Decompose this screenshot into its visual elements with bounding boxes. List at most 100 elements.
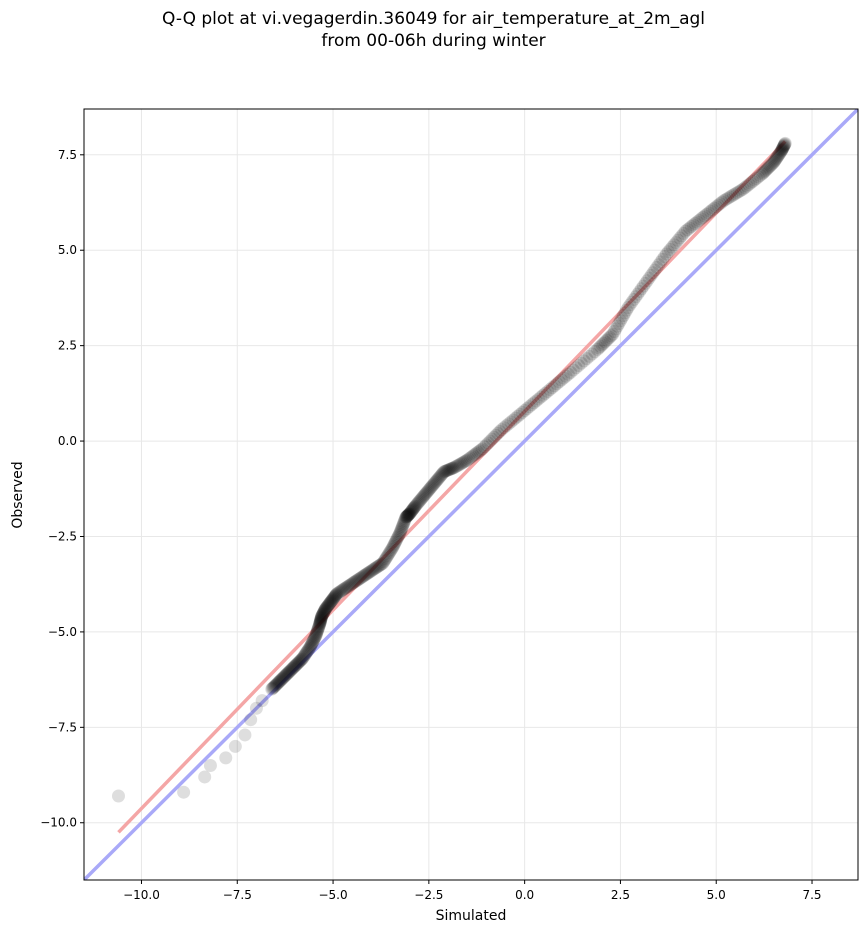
qq-point <box>288 659 302 673</box>
qq-point <box>715 195 729 209</box>
qq-point <box>287 660 301 674</box>
qq-point <box>686 218 700 232</box>
qq-point <box>441 463 455 477</box>
qq-point <box>778 136 792 150</box>
qq-point <box>607 325 621 339</box>
x-tick-label: −5.0 <box>318 888 347 902</box>
qq-point <box>353 571 367 585</box>
qq-point <box>402 507 416 521</box>
qq-point <box>404 504 418 518</box>
qq-point <box>219 751 233 765</box>
qq-point <box>323 596 337 610</box>
qq-point <box>269 678 283 692</box>
qq-point <box>776 141 790 155</box>
qq-point <box>456 455 470 469</box>
qq-point <box>340 580 354 594</box>
qq-point <box>721 191 735 205</box>
x-tick-label: −7.5 <box>223 888 252 902</box>
qq-point <box>742 178 756 192</box>
qq-point <box>337 582 351 596</box>
qq-point <box>702 206 716 220</box>
qq-point <box>755 167 769 181</box>
qq-point <box>778 137 792 151</box>
qq-point <box>328 589 342 603</box>
qq-point <box>308 631 322 645</box>
qq-point <box>609 322 623 336</box>
qq-point <box>314 610 328 624</box>
qq-point <box>307 633 321 647</box>
qq-point <box>648 263 662 277</box>
qq-point <box>390 532 404 546</box>
qq-point <box>580 352 594 366</box>
y-tick-label: 5.0 <box>58 243 77 257</box>
qq-point <box>311 621 325 635</box>
qq-point <box>682 221 696 235</box>
qq-point <box>309 628 323 642</box>
qq-point <box>298 647 312 661</box>
qq-point <box>736 182 750 196</box>
qq-point <box>753 168 767 182</box>
qq-point <box>711 198 725 212</box>
qq-point <box>315 610 329 624</box>
qq-point <box>317 605 331 619</box>
qq-point <box>386 539 400 553</box>
qq-point <box>550 377 564 391</box>
qq-point <box>511 409 525 423</box>
qq-point <box>400 509 414 523</box>
qq-point <box>430 473 444 487</box>
qq-point <box>349 574 363 588</box>
qq-point <box>276 671 290 685</box>
qq-point <box>203 758 217 772</box>
qq-point <box>398 513 412 527</box>
qq-point <box>272 675 286 689</box>
qq-point <box>598 335 612 349</box>
qq-point <box>774 145 788 159</box>
qq-point <box>422 483 436 497</box>
qq-point <box>502 417 516 431</box>
qq-point <box>446 461 460 475</box>
qq-point <box>667 238 681 252</box>
qq-point <box>621 300 635 314</box>
qq-point <box>321 599 335 613</box>
qq-point <box>435 467 449 481</box>
qq-point <box>717 194 731 208</box>
qq-point <box>675 229 689 243</box>
qq-point <box>618 306 632 320</box>
qq-point <box>269 678 283 692</box>
qq-point <box>777 139 791 153</box>
qq-point <box>629 290 643 304</box>
qq-point <box>111 789 125 803</box>
qq-point <box>312 620 326 634</box>
qq-point <box>308 630 322 644</box>
qq-point <box>423 482 437 496</box>
qq-point <box>297 649 311 663</box>
qq-point <box>661 245 675 259</box>
qq-point <box>595 338 609 352</box>
qq-point <box>360 567 374 581</box>
qq-point <box>459 454 473 468</box>
qq-point <box>767 154 781 168</box>
qq-point <box>772 147 786 161</box>
qq-point <box>394 523 408 537</box>
qq-point <box>286 661 300 675</box>
qq-point <box>321 598 335 612</box>
qq-point <box>389 533 403 547</box>
qq-point <box>552 375 566 389</box>
qq-point <box>421 484 435 498</box>
qq-point <box>244 713 258 727</box>
reference-line <box>84 109 858 880</box>
qq-point <box>419 486 433 500</box>
qq-point <box>520 402 534 416</box>
qq-point <box>332 585 346 599</box>
qq-point <box>320 600 334 614</box>
qq-point <box>588 345 602 359</box>
qq-point <box>635 282 649 296</box>
y-tick-label: 2.5 <box>58 339 77 353</box>
qq-point <box>322 597 336 611</box>
qq-point <box>406 503 420 517</box>
qq-point <box>325 594 339 608</box>
qq-point <box>659 247 673 261</box>
qq-point <box>663 242 677 256</box>
qq-point <box>431 471 445 485</box>
